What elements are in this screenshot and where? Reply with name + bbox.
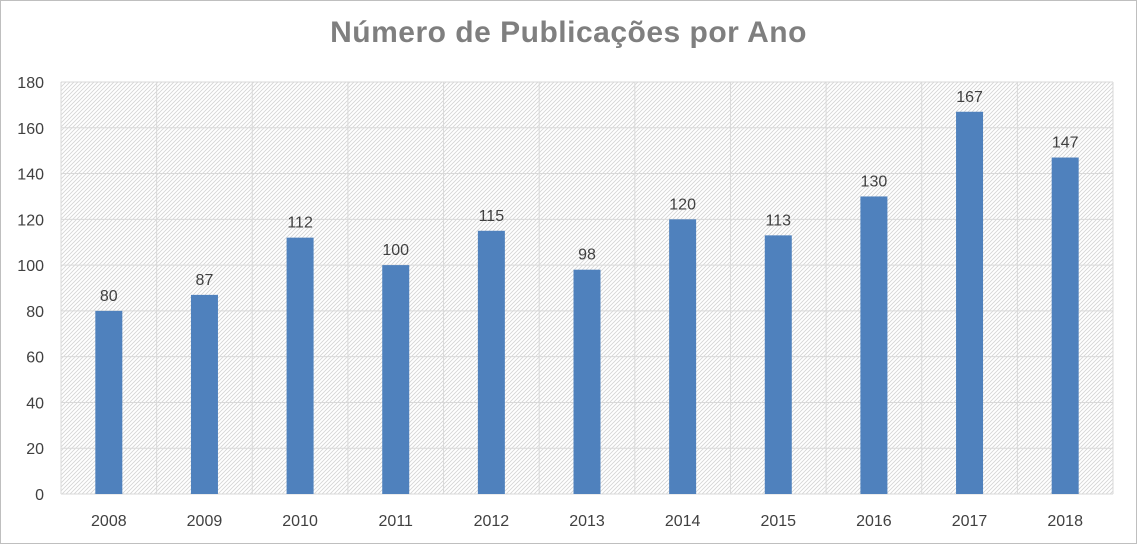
x-tick-label-2010: 2010 (282, 513, 318, 530)
y-axis-ticks: 0 20 40 60 80 100 120 140 160 180 (17, 75, 44, 504)
data-label-2009: 87 (196, 272, 214, 289)
bar-2010 (286, 237, 314, 494)
bar-2016 (860, 196, 888, 494)
x-tick-label-2009: 2009 (187, 513, 223, 530)
y-tick-label: 60 (26, 350, 44, 367)
x-tick-label-2012: 2012 (474, 513, 510, 530)
chart-title: Número de Publicações por Ano (330, 16, 807, 49)
data-label-2017: 167 (956, 89, 983, 106)
x-tick-label-2017: 2017 (952, 513, 988, 530)
x-tick-label-2011: 2011 (379, 513, 414, 530)
x-tick-label-2016: 2016 (856, 513, 892, 530)
x-tick-label-2018: 2018 (1047, 513, 1083, 530)
data-label-2010: 112 (287, 215, 313, 232)
y-tick-label: 160 (17, 121, 44, 138)
y-tick-label: 40 (26, 395, 44, 412)
x-axis-ticks: 2008 2009 2010 2011 2012 2013 2014 2015 2016 2017… (91, 513, 1083, 530)
y-tick-label: 100 (17, 258, 44, 275)
bars (95, 111, 1079, 495)
data-label-2014: 120 (669, 196, 696, 213)
data-label-2008: 80 (100, 288, 118, 305)
bar-2008 (95, 310, 123, 494)
bar-2015 (764, 235, 792, 494)
data-label-2011: 100 (382, 242, 409, 259)
bar-2012 (477, 230, 505, 494)
data-label-2016: 130 (861, 173, 888, 190)
bar-2014 (669, 219, 697, 495)
bar-2009 (190, 294, 218, 494)
x-tick-label-2008: 2008 (91, 513, 127, 530)
y-tick-label: 180 (17, 75, 44, 92)
y-tick-label: 0 (35, 487, 44, 504)
bar-2018 (1051, 157, 1079, 495)
y-tick-label: 20 (26, 441, 44, 458)
data-label-2018: 147 (1052, 135, 1079, 152)
x-tick-label-2013: 2013 (569, 513, 605, 530)
data-label-2013: 98 (578, 247, 596, 264)
data-label-2015: 113 (766, 212, 792, 229)
bar-2013 (573, 269, 601, 494)
bar-2017 (956, 111, 984, 494)
x-tick-label-2015: 2015 (760, 513, 796, 530)
y-tick-label: 120 (17, 212, 44, 229)
data-label-2012: 115 (479, 208, 505, 225)
data-labels: 80 87 112 100 115 98 120 113 130 167 147 (100, 89, 1079, 305)
bar-2011 (382, 265, 410, 494)
y-tick-label: 80 (26, 304, 44, 321)
x-tick-label-2014: 2014 (665, 513, 701, 530)
y-tick-label: 140 (17, 167, 44, 184)
